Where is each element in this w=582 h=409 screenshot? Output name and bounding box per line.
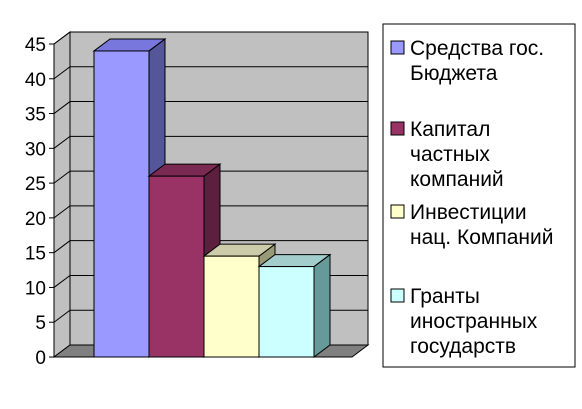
gridline [53, 135, 368, 149]
bar-front [93, 50, 150, 358]
legend-label: Гранты иностранных государств [410, 285, 538, 358]
gridline [53, 31, 368, 45]
legend: Средства гос. Бюджета Капитал частных компан… [382, 23, 576, 368]
legend-entry-1: Средства гос. Бюджета [390, 37, 544, 85]
gridline [53, 205, 368, 219]
bar-front [203, 255, 260, 358]
gridline [53, 101, 368, 114]
legend-label-line: иностранных [410, 310, 538, 333]
legend-label-line: Инвестиции [410, 201, 527, 224]
legend-label: Капитал частных компаний [410, 118, 504, 191]
legend-label-line: Средства гос. [410, 37, 544, 60]
bar-4 [257, 253, 332, 358]
legend-label: Инвестиции нац. Компаний [410, 201, 553, 249]
legend-swatch [390, 40, 405, 55]
gridline [53, 170, 368, 184]
legend-label-line: Гранты [410, 285, 480, 308]
y-tick-label: 0 [35, 348, 46, 369]
y-axis: 0 5 10 15 20 25 30 35 40 45 [25, 35, 352, 369]
legend-label-line: компаний [410, 168, 504, 191]
legend-swatch [390, 288, 405, 303]
legend-label-line: нац. Компаний [410, 226, 553, 249]
legend-entry-3: Инвестиции нац. Компаний [390, 201, 553, 249]
legend-box [382, 23, 576, 368]
bar-side [313, 253, 331, 358]
legend-label: Средства гос. Бюджета [410, 37, 544, 85]
legend-swatch [390, 204, 405, 219]
y-tick-label: 5 [35, 313, 46, 334]
y-tick-label: 15 [25, 244, 46, 265]
gridline [53, 66, 368, 80]
bars [92, 37, 332, 358]
legend-entry-2: Капитал частных компаний [390, 118, 504, 191]
side-wall [53, 31, 71, 358]
y-tick-label: 40 [25, 70, 46, 91]
legend-label-line: государств [410, 335, 516, 358]
bar-front [258, 266, 315, 358]
gridline [53, 240, 368, 254]
y-tick-label: 20 [25, 209, 46, 230]
legend-label-line: частных [410, 143, 490, 166]
y-tick-label: 10 [25, 278, 46, 299]
y-tick-label: 30 [25, 139, 46, 160]
y-tick-label: 25 [25, 174, 46, 195]
y-tick-label: 35 [25, 105, 46, 126]
legend-label-line: Бюджета [410, 62, 498, 85]
bar-front [148, 175, 205, 358]
legend-swatch [390, 121, 405, 136]
legend-label-line: Капитал [410, 118, 490, 141]
y-tick-label: 45 [25, 35, 46, 56]
legend-entry-4: Гранты иностранных государств [390, 285, 538, 358]
